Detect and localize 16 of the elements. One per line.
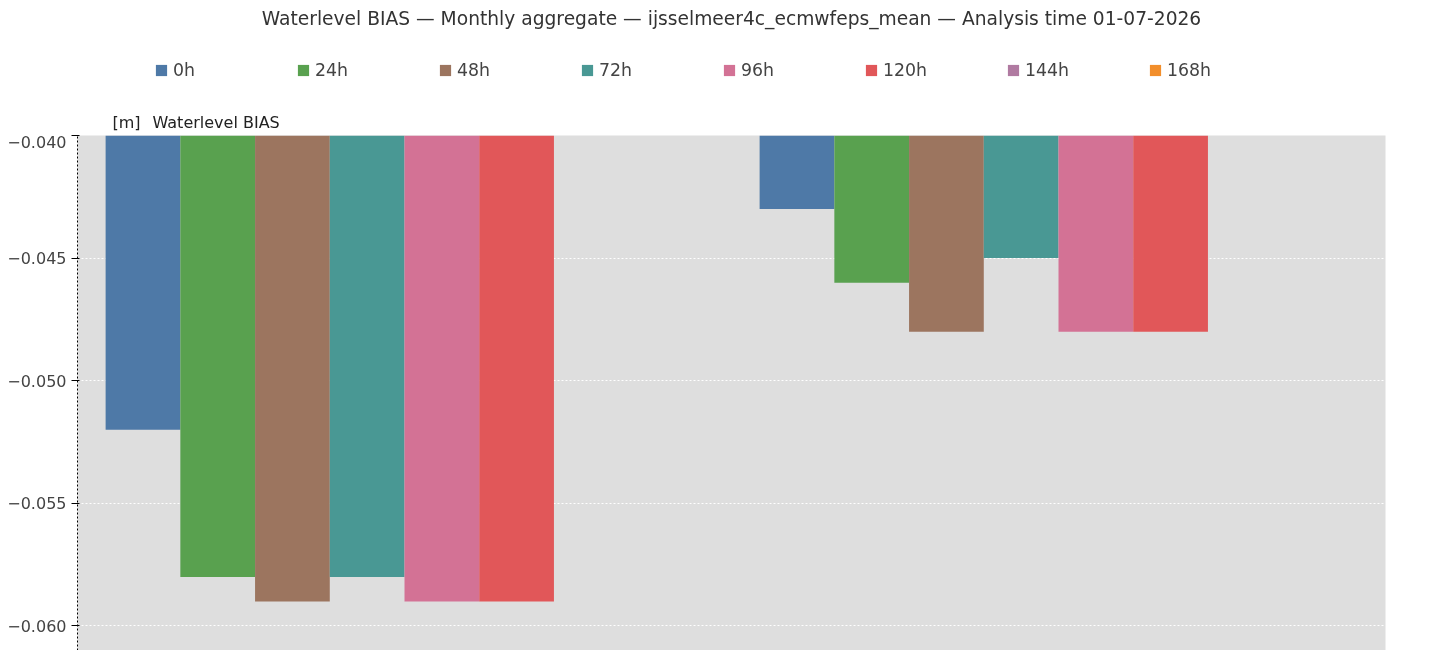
y-tick-label: −0.050: [7, 371, 67, 391]
y-tick-label: −0.045: [7, 249, 67, 269]
y-tick-label: −0.060: [7, 616, 67, 636]
text: [m]: [112, 112, 141, 132]
y-tick-label: −0.040: [7, 132, 67, 152]
chart-title: Waterlevel BIAS — Monthly aggregate — ijsselmeer4c_ecmwfeps_mean — Analysis time 01-07-2026: [261, 7, 1202, 30]
legend-label: 120h: [883, 60, 929, 80]
text: Waterlevel BIAS: [152, 112, 280, 132]
legend-label: 96h: [741, 60, 776, 80]
legend-label: 72h: [599, 60, 634, 80]
legend-label: 0h: [173, 60, 196, 80]
legend-label: 48h: [457, 60, 492, 80]
legend-label: 144h: [1025, 60, 1071, 80]
legend-label: 168h: [1167, 60, 1213, 80]
legend-label: 24h: [315, 60, 350, 80]
y-tick-label: −0.055: [7, 494, 67, 514]
